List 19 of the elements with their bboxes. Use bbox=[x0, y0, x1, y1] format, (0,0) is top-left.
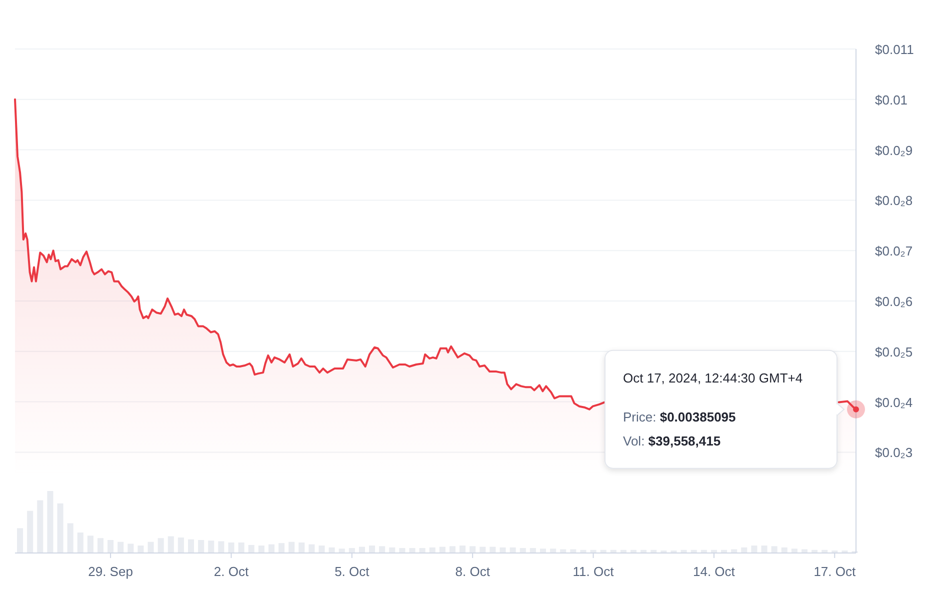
x-tick-label: 29. Sep bbox=[88, 564, 133, 578]
y-tick-label: $0.0₂4 bbox=[875, 394, 913, 410]
y-tick-label: $0.011 bbox=[875, 42, 914, 56]
x-tick-label: 2. Oct bbox=[214, 564, 249, 578]
y-tick-label: $0.0₂3 bbox=[875, 444, 913, 460]
y-tick-label: $0.0₂7 bbox=[875, 243, 913, 258]
y-tick-label: $0.0₂5 bbox=[875, 344, 913, 359]
x-tick-label: 17. Oct bbox=[814, 564, 856, 578]
x-tick-label: 8. Oct bbox=[455, 564, 490, 578]
annotation: Oct 17, 2024, 12:44:30 GMT+4 bbox=[623, 370, 803, 385]
y-tick-label: $0.0₂8 bbox=[875, 192, 913, 208]
y-tick-label: $0.0₂6 bbox=[875, 294, 913, 308]
x-tick-label: 5. Oct bbox=[334, 564, 370, 578]
annotation: Vol: $39,558,415 bbox=[623, 432, 721, 448]
x-tick-label: 14. Oct bbox=[693, 564, 736, 578]
y-tick-label: $0.0₂9 bbox=[875, 142, 913, 158]
y-tick-label: $0.01 bbox=[875, 92, 908, 107]
annotation: Price: $0.00385095 bbox=[623, 408, 736, 424]
x-tick-label: 11. Oct bbox=[572, 564, 614, 578]
